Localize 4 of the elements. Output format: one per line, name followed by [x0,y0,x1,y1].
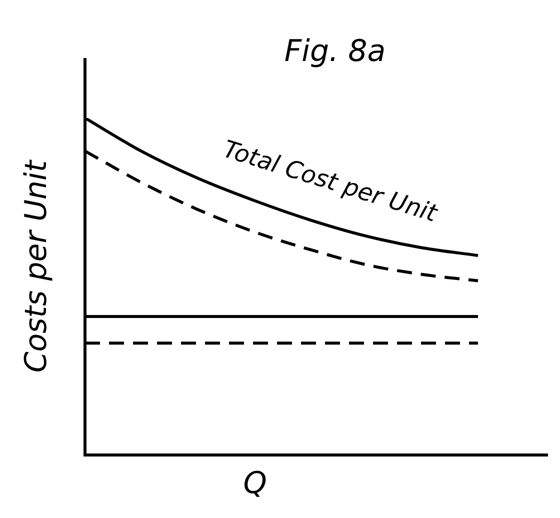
chart-title: Fig. 8a [284,34,386,69]
y-axis-title: Costs per Unit [18,159,54,373]
text: Total Cost per Unit [220,134,442,228]
x-axis-title: Q [243,466,267,501]
